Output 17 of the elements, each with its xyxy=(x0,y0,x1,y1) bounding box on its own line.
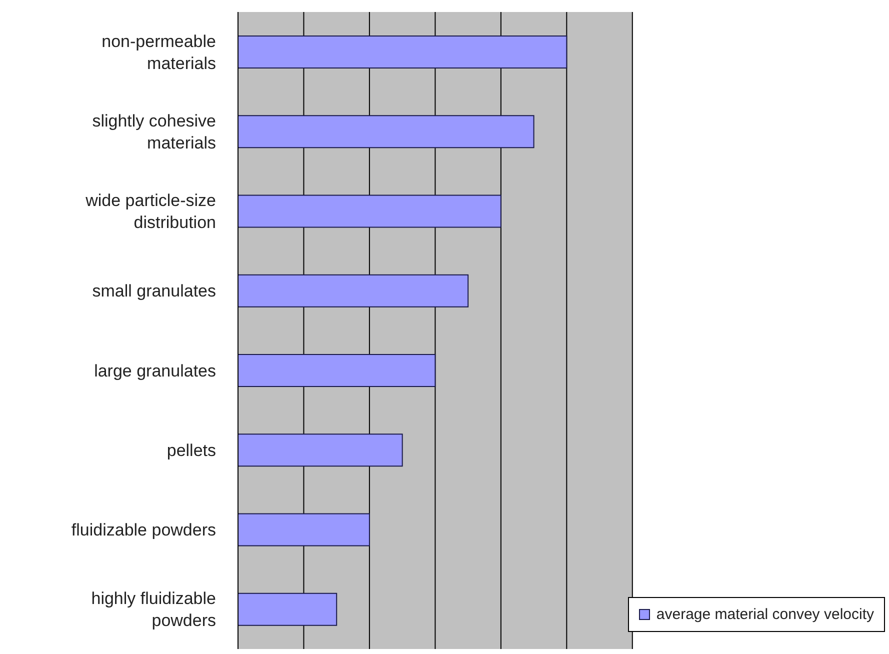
bar xyxy=(238,592,338,626)
y-tick-label: large granulates xyxy=(94,360,216,380)
y-tick-label: slightly cohesive materials xyxy=(92,110,216,152)
bar xyxy=(238,115,534,148)
bar xyxy=(238,354,436,387)
bar xyxy=(238,274,469,308)
y-tick-label: small granulates xyxy=(92,281,216,300)
y-tick-label: wide particle-size distribution xyxy=(84,190,216,232)
bar xyxy=(238,194,502,228)
y-tick-label: fluidizable powders xyxy=(71,520,216,540)
y-tick-label: highly fluidizable powders xyxy=(91,588,216,630)
bar xyxy=(238,434,403,467)
y-tick-label: pellets xyxy=(166,440,216,460)
bar xyxy=(238,513,370,546)
legend-label: average material convey velocity xyxy=(655,606,874,623)
y-tick-label: non-permeable materials xyxy=(102,31,216,72)
bar xyxy=(238,36,568,68)
